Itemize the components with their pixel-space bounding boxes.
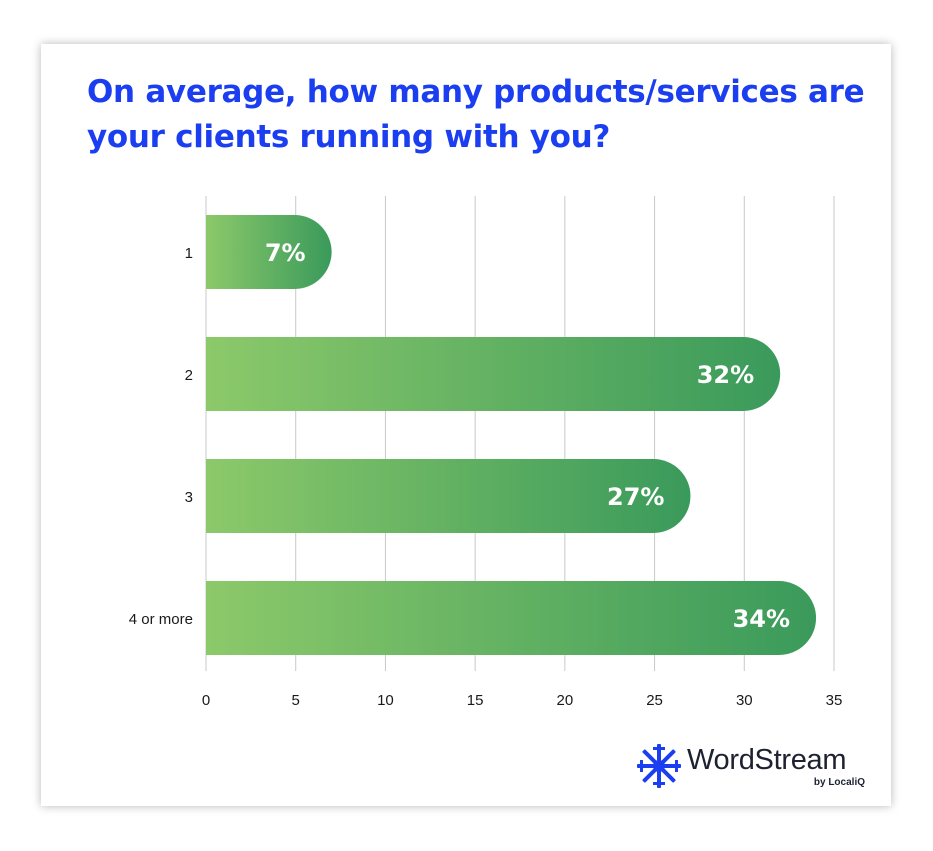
bar-value-label: 32% <box>697 361 754 389</box>
x-axis-ticks: 0 5 10 15 20 25 30 35 <box>202 692 843 709</box>
x-tick-label: 25 <box>646 692 663 709</box>
x-tick-label: 35 <box>826 692 843 709</box>
brand-subtitle: by LocaliQ <box>813 777 865 788</box>
bar-4 <box>206 581 817 655</box>
x-tick-label: 30 <box>736 692 753 709</box>
x-tick-label: 15 <box>467 692 484 709</box>
bar-value-label: 34% <box>733 605 790 633</box>
wordstream-logo: WordStream by LocaliQ <box>635 742 875 792</box>
category-label: 2 <box>185 367 193 384</box>
bar-2 <box>206 337 781 411</box>
bars: 7% 32% 27% 34% <box>206 215 817 655</box>
brand-name: WordStream <box>687 744 847 776</box>
bar-3 <box>206 459 691 533</box>
x-tick-label: 20 <box>557 692 574 709</box>
category-labels: 1 2 3 4 or more <box>129 245 193 628</box>
chart-title: On average, how many products/services a… <box>87 74 865 155</box>
x-tick-label: 10 <box>377 692 394 709</box>
x-tick-label: 0 <box>202 692 210 709</box>
chart-card: On average, how many products/services a… <box>41 44 891 806</box>
bar-1 <box>206 215 332 289</box>
category-label: 4 or more <box>129 611 193 628</box>
bar-value-label: 7% <box>265 239 306 267</box>
category-label: 1 <box>185 245 193 262</box>
bar-value-label: 27% <box>607 483 664 511</box>
bar-chart: 7% 32% 27% 34% 1 2 3 4 or more 0 5 10 15 20 25 30 35 <box>129 196 843 709</box>
category-label: 3 <box>185 489 193 506</box>
wordstream-star-icon <box>637 744 681 788</box>
x-tick-label: 5 <box>292 692 300 709</box>
